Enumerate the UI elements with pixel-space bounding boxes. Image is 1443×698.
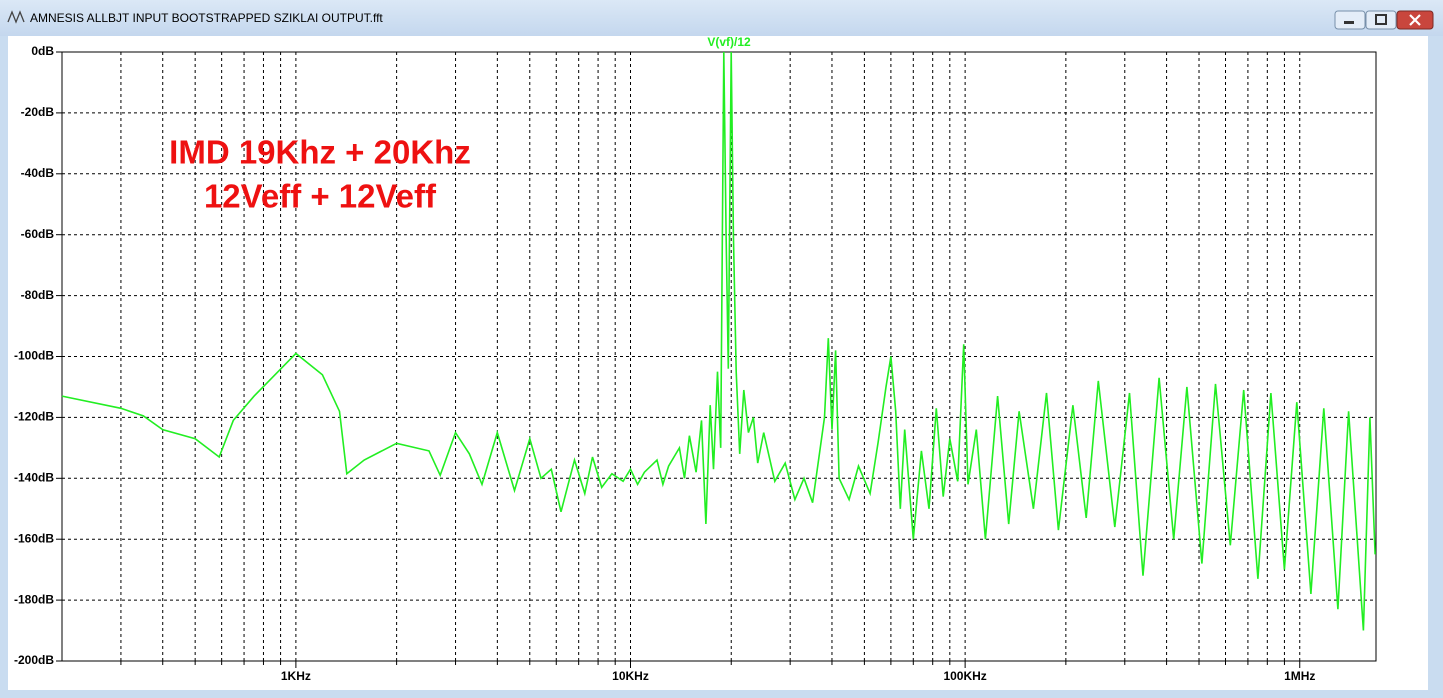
x-tick-label: 1MHz xyxy=(1284,669,1315,683)
x-tick-label: 100KHz xyxy=(943,669,986,683)
close-button[interactable] xyxy=(1396,10,1434,30)
legend-label: V(vf)/12 xyxy=(707,35,751,49)
title-bar xyxy=(0,0,1443,36)
app-icon xyxy=(7,10,25,24)
y-tick-label: -20dB xyxy=(21,105,55,119)
plot: 0dB -20dB -40dB -60dB -80dB -100dB -120dB -140d… xyxy=(14,35,1377,683)
y-tick-label: -100dB xyxy=(14,349,54,363)
y-tick-label: -80dB xyxy=(21,288,55,302)
y-tick-label: -200dB xyxy=(14,653,54,667)
maximize-button[interactable] xyxy=(1365,10,1397,30)
y-tick-label: -180dB xyxy=(14,592,54,606)
y-tick-label: -140dB xyxy=(14,470,54,484)
annotation: IMD 19Khz + 20Khz xyxy=(169,134,471,171)
x-tick-label: 1KHz xyxy=(281,669,311,683)
y-tick-label: -40dB xyxy=(21,166,55,180)
minimize-button[interactable] xyxy=(1334,10,1366,30)
y-tick-label: -120dB xyxy=(14,410,54,424)
y-tick-label: -60dB xyxy=(21,227,55,241)
x-tick-label: 10KHz xyxy=(612,669,649,683)
window-title: AMNESIS ALLBJT INPUT BOOTSTRAPPED SZIKLA… xyxy=(30,11,383,25)
annotation: 12Veff + 12Veff xyxy=(204,178,437,215)
y-tick-label: 0dB xyxy=(31,44,54,58)
trace xyxy=(61,51,1376,631)
plot-border xyxy=(61,51,1377,662)
y-tick-label: -160dB xyxy=(14,531,54,545)
plot-pane xyxy=(8,36,1428,690)
